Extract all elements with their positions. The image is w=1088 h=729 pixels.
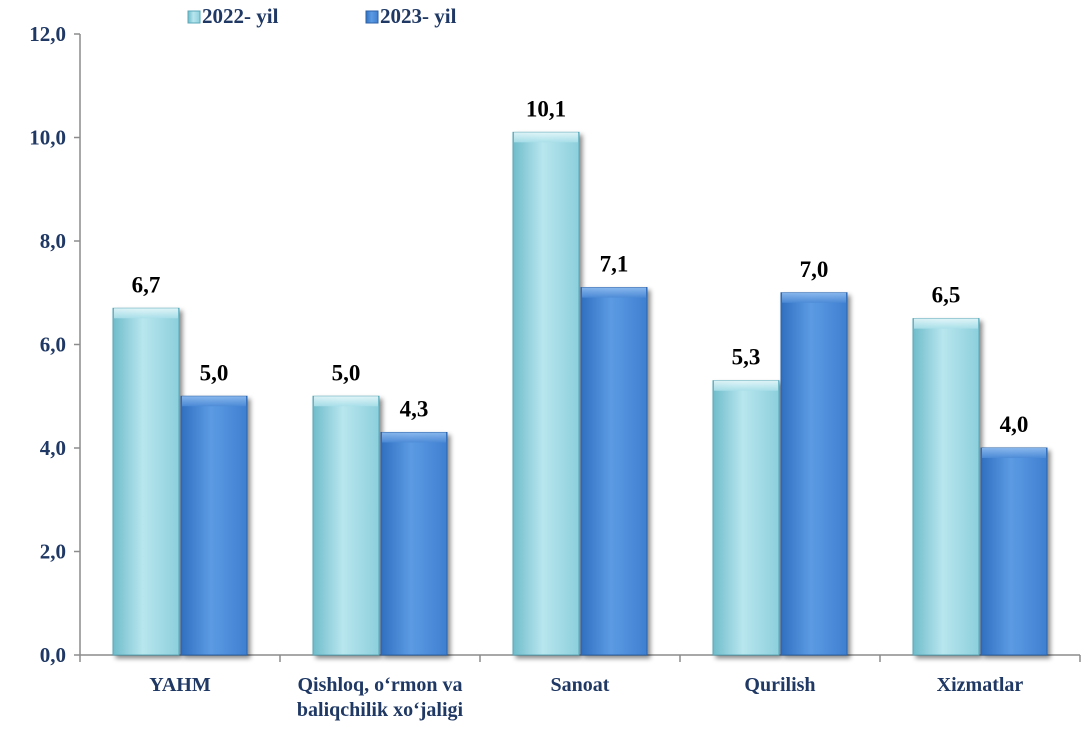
data-label: 4,3 (400, 396, 429, 421)
bar-bevel (714, 380, 778, 391)
bar-series-1 (312, 395, 380, 656)
data-label: 6,7 (132, 272, 161, 297)
bar-body (512, 131, 580, 656)
bar-series-2 (780, 292, 848, 656)
data-label: 5,0 (200, 360, 229, 385)
bar-series-1 (512, 131, 580, 656)
bar-body (112, 307, 180, 656)
bar-series-2 (380, 431, 448, 656)
y-tick-label: 8,0 (40, 229, 66, 253)
y-tick-label: 2,0 (40, 540, 66, 564)
bar-bevel (382, 432, 446, 443)
y-tick-label: 0,0 (40, 643, 66, 667)
bar-series-1 (112, 307, 180, 656)
x-tick-label: Xizmatlar (937, 674, 1024, 696)
x-tick-label: Sanoat (551, 674, 610, 696)
x-tick-label: YAHM (149, 674, 211, 696)
bar-bevel (182, 396, 246, 407)
y-tick-label: 10,0 (29, 126, 66, 150)
legend-swatch (187, 10, 201, 24)
bar-bevel (514, 132, 578, 143)
bar-body (912, 318, 980, 656)
bar-body (180, 395, 248, 656)
legend-item: 2023- yil (365, 4, 457, 28)
legend-label: 2023- yil (380, 4, 457, 28)
bar-series-1 (912, 318, 980, 656)
data-label: 5,3 (732, 345, 761, 370)
data-label: 10,1 (526, 96, 566, 121)
bar-series-2 (180, 395, 248, 656)
bar-body (712, 380, 780, 656)
bar-series-2 (980, 447, 1048, 656)
bar-body (980, 447, 1048, 656)
y-tick-label: 4,0 (40, 436, 66, 460)
data-label: 6,5 (932, 283, 961, 308)
bar-series-2 (580, 287, 648, 656)
legend-swatch (365, 10, 379, 24)
bar-bevel (314, 396, 378, 407)
bar-body (780, 292, 848, 656)
bar-bevel (982, 448, 1046, 458)
x-tick-label: Qurilish (744, 674, 815, 696)
data-label: 4,0 (1000, 412, 1029, 437)
bar-bevel (114, 308, 178, 319)
legend-label: 2022- yil (202, 4, 279, 28)
bar-bevel (782, 292, 846, 303)
legend-item: 2022- yil (187, 4, 279, 28)
data-label: 7,1 (600, 252, 629, 277)
bar-bevel (582, 287, 646, 298)
bar-body (580, 287, 648, 656)
bar-series-1 (712, 380, 780, 656)
data-label: 5,0 (332, 360, 361, 385)
bar-body (312, 395, 380, 656)
data-label: 7,0 (800, 257, 829, 282)
bar-bevel (914, 318, 978, 329)
bar-body (380, 431, 448, 656)
x-tick-label: Qishloq, o‘rmon va baliqchilik xo‘jaligi (297, 674, 464, 721)
y-tick-label: 6,0 (40, 333, 66, 357)
y-tick-label: 12,0 (29, 22, 66, 46)
